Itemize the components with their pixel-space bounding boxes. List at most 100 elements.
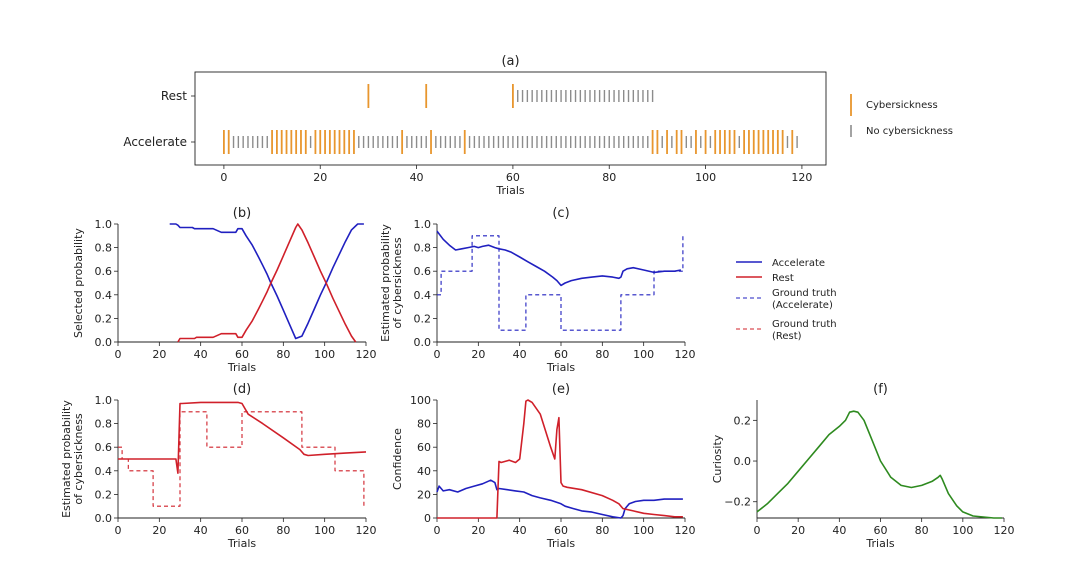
x-tick-label: 20 (471, 348, 485, 361)
chart-d: (d) 0 20 40 60 80 100 120 Trials 0.0 0.2 0.4 0.6 0.8 1… (60, 382, 377, 550)
x-tick-label: 80 (276, 524, 290, 537)
x-tick-label: 100 (314, 524, 335, 537)
x-axis-label: Trials (546, 537, 575, 550)
x-tick-label: 20 (791, 524, 805, 537)
y-tick-label: 0.2 (414, 312, 432, 325)
y-tick-label: 0.8 (414, 242, 432, 255)
y-tick-label: 0.4 (95, 289, 113, 302)
x-tick-label: 20 (471, 524, 485, 537)
y-tick-label: 0.4 (95, 465, 113, 478)
x-tick-label: 60 (506, 171, 520, 184)
y-tick-label: Accelerate (123, 135, 187, 149)
y-tick-label: 0.0 (95, 512, 113, 525)
x-tick-label: 40 (194, 524, 208, 537)
y-axis-label: Curiosity (711, 434, 724, 483)
legend-label: Accelerate (772, 258, 825, 269)
x-tick-label: 80 (915, 524, 929, 537)
y-tick-label: 1.0 (95, 394, 113, 407)
y-axis-label: Estimated probabilityof cybersickness (379, 224, 404, 342)
x-tick-label: 0 (220, 171, 227, 184)
chart-title: (b) (233, 206, 251, 221)
legend-label: Rest (772, 273, 794, 284)
legend-label: Cybersickness (866, 100, 938, 111)
label-line: Estimated probability (60, 400, 73, 518)
y-tick-label: 0.6 (95, 441, 113, 454)
series-line (118, 411, 365, 507)
y-tick-label: 20 (417, 488, 431, 501)
x-axis-label: Trials (227, 537, 256, 550)
series-line (118, 401, 367, 474)
series-line (437, 399, 683, 519)
y-tick-label: 1.0 (414, 218, 432, 231)
series-line (756, 410, 1002, 519)
series-line (169, 223, 364, 340)
x-tick-label: 100 (633, 348, 654, 361)
x-axis-label: Trials (546, 361, 575, 374)
label-line: Estimated probability (379, 224, 392, 342)
y-tick-label: 80 (417, 418, 431, 431)
x-tick-label: 80 (595, 524, 609, 537)
x-tick-label: 60 (235, 348, 249, 361)
x-tick-label: 100 (633, 524, 654, 537)
x-tick-label: 20 (152, 524, 166, 537)
x-tick-label: 0 (115, 524, 122, 537)
label-line: Curiosity (711, 434, 724, 483)
x-tick-label: 80 (595, 348, 609, 361)
x-tick-label: 20 (313, 171, 327, 184)
x-tick-label: 40 (194, 348, 208, 361)
x-tick-label: 120 (675, 348, 696, 361)
x-tick-label: 0 (115, 348, 122, 361)
x-tick-label: 80 (276, 348, 290, 361)
x-tick-label: 60 (235, 524, 249, 537)
y-tick-label: 0.6 (95, 265, 113, 278)
legend-a: Cybersickness No cybersickness (850, 94, 953, 137)
x-tick-label: 120 (356, 524, 377, 537)
y-tick-label: 0.0 (414, 336, 432, 349)
x-tick-label: 20 (152, 348, 166, 361)
y-tick-label: 0.2 (95, 312, 113, 325)
y-tick-label: 0.4 (414, 289, 432, 302)
x-tick-label: 40 (513, 348, 527, 361)
y-tick-label: 40 (417, 465, 431, 478)
series-line (437, 235, 684, 331)
legend-label: Ground truth (Accelerate) (772, 288, 837, 311)
label-line: (Accelerate) (772, 300, 833, 311)
y-tick-label: 100 (410, 394, 431, 407)
label-line: Accelerate (772, 258, 825, 269)
x-tick-label: 100 (314, 348, 335, 361)
x-axis-label: Trials (227, 361, 256, 374)
chart-title: (a) (501, 54, 519, 69)
x-tick-label: 100 (695, 171, 716, 184)
x-tick-label: 80 (602, 171, 616, 184)
y-tick-label: 0.0 (95, 336, 113, 349)
x-tick-label: 60 (554, 524, 568, 537)
x-tick-label: 100 (952, 524, 973, 537)
label-line: Ground truth (772, 288, 837, 299)
label-line: Confidence (391, 428, 404, 490)
y-tick-label: 0.8 (95, 242, 113, 255)
series-line (436, 479, 683, 519)
y-axis-label: Confidence (391, 428, 404, 490)
x-axis-label: Trials (865, 537, 894, 550)
x-tick-label: 40 (832, 524, 846, 537)
chart-title: (f) (873, 382, 888, 397)
chart-b: (b) 0 20 40 60 80 100 120 Trials 0.0 0.2 0.4 0.6 0.8 1… (72, 206, 377, 374)
label-line: Rest (772, 273, 794, 284)
label-line: of cybersickness (391, 237, 404, 329)
chart-title: (d) (233, 382, 251, 397)
chart-title: (e) (552, 382, 570, 397)
chart-c: (c) 0 20 40 60 80 100 120 Trials 0.0 0.2 0.4 0.6 0.8 1… (379, 206, 696, 374)
y-tick-label: −0.2 (724, 496, 751, 509)
y-tick-label: 60 (417, 441, 431, 454)
x-tick-label: 120 (791, 171, 812, 184)
y-tick-label: 0 (424, 512, 431, 525)
label-line: Ground truth (772, 319, 837, 330)
x-tick-label: 0 (754, 524, 761, 537)
x-tick-label: 0 (434, 348, 441, 361)
x-tick-label: 60 (874, 524, 888, 537)
series-line (177, 223, 357, 343)
x-tick-label: 60 (554, 348, 568, 361)
plot-frame (194, 71, 827, 166)
label-line: Selected probability (72, 228, 85, 338)
